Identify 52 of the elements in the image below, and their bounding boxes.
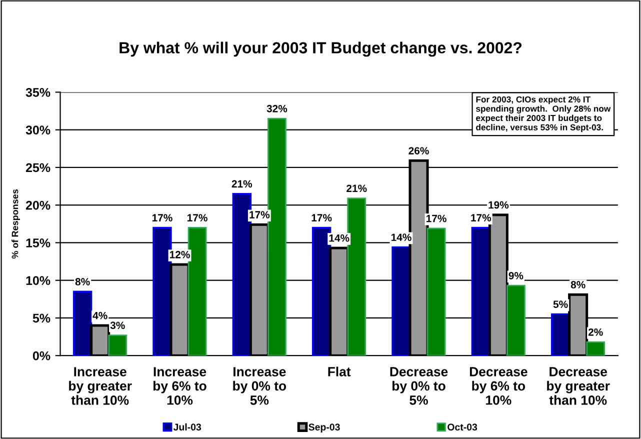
bar <box>90 324 110 356</box>
annotation: For 2003, CIOs expect 2% IT spending growth. Only 28% now expect their 2003 IT budgets to decline, versus 53% in Sept-03. <box>476 96 611 132</box>
bar <box>249 223 270 356</box>
data-label: 32% <box>266 104 288 112</box>
data-label: 3% <box>110 322 125 330</box>
bar <box>108 334 128 356</box>
x-tick-label: Increase by 6% to 10% <box>154 367 206 405</box>
bar <box>586 341 606 356</box>
data-label: 17% <box>188 214 208 222</box>
data-label: 9% <box>508 272 524 280</box>
y-axis-title: % of Responses <box>12 189 20 259</box>
x-tick-label: Decrease by 6% to 10% <box>470 367 528 405</box>
data-label: 19% <box>488 201 509 209</box>
data-label: 14% <box>329 234 350 242</box>
data-label: 17% <box>312 214 332 222</box>
legend-label: Jul-03 <box>173 423 202 431</box>
x-tick-label: Decrease by greater than 10% <box>547 367 610 405</box>
data-label: 17% <box>250 211 270 218</box>
data-label: 8% <box>75 278 90 286</box>
bar <box>426 228 446 356</box>
x-tick-label: Increase by 0% to 5% <box>233 367 286 405</box>
legend-label: Oct-03 <box>448 424 478 431</box>
data-label: 12% <box>170 250 190 258</box>
bar <box>170 263 190 356</box>
bar <box>152 226 172 356</box>
data-label: 2% <box>588 328 603 336</box>
chart-title: By what % will your 2003 IT Budget change vs. 2002? <box>120 42 522 57</box>
x-tick-label: Flat <box>328 366 351 376</box>
y-tick-label: 35% <box>26 88 50 97</box>
y-tick-label: 30% <box>26 126 50 134</box>
y-tick-label: 15% <box>26 238 50 248</box>
data-label: 8% <box>570 281 586 288</box>
y-tick-label: 25% <box>26 163 50 172</box>
y-tick-label: 20% <box>26 200 50 210</box>
data-label: 17% <box>471 214 492 222</box>
x-tick-label: Increase by greater than 10% <box>69 367 132 405</box>
data-label: 26% <box>408 147 429 154</box>
y-tick-label: 5% <box>32 314 50 323</box>
data-label: 4% <box>92 312 108 320</box>
y-tick-label: 0% <box>32 351 50 360</box>
data-label: 21% <box>232 180 252 188</box>
bar <box>72 290 92 356</box>
data-label: 14% <box>391 234 412 241</box>
legend-label: Sep-03 <box>308 424 340 432</box>
x-tick-label: Decrease by 0% to 5% <box>390 367 448 405</box>
data-label: 17% <box>426 214 446 222</box>
data-label: 17% <box>152 214 172 222</box>
bar <box>506 284 526 356</box>
data-label: 21% <box>346 184 367 192</box>
bar <box>329 246 350 356</box>
y-tick-label: 10% <box>26 276 50 285</box>
data-label: 5% <box>553 300 568 308</box>
